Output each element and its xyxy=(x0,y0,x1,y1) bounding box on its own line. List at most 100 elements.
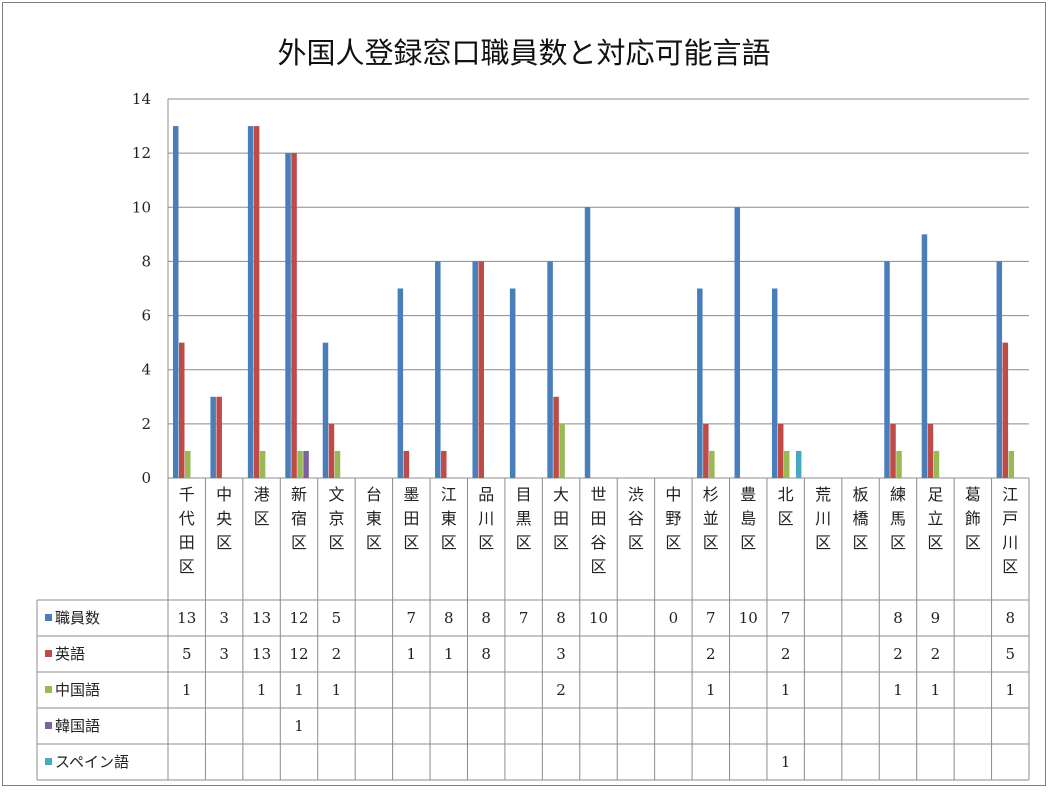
legend-swatch xyxy=(45,758,52,765)
y-tick-label: 10 xyxy=(132,198,151,216)
category-label: 新宿区 xyxy=(291,485,307,552)
legend-swatch xyxy=(45,650,52,657)
bar xyxy=(795,450,802,478)
table-cell-value: 1 xyxy=(294,717,304,735)
table-cell-value: 1 xyxy=(257,681,267,699)
bar xyxy=(921,234,928,478)
table-cell-value: 10 xyxy=(739,609,758,627)
table-cell-value: 3 xyxy=(219,609,229,627)
table-cell-value: 13 xyxy=(252,645,271,663)
legend-swatch xyxy=(45,614,52,621)
table-cell-value: 0 xyxy=(669,609,679,627)
table-cell-value: 2 xyxy=(556,681,566,699)
category-label: 港区 xyxy=(254,485,270,528)
category-label: 杉並区 xyxy=(703,485,719,552)
table-cell-value: 8 xyxy=(556,609,566,627)
y-tick-label: 4 xyxy=(141,361,151,379)
series-name: 英語 xyxy=(55,645,85,663)
bar xyxy=(709,450,715,478)
table-cell-value: 3 xyxy=(556,645,566,663)
series-name: 韓国語 xyxy=(55,717,100,735)
category-label: 墨田区 xyxy=(403,485,419,552)
y-tick-label: 12 xyxy=(132,144,151,162)
bar xyxy=(297,450,303,478)
category-label: 江戸川区 xyxy=(1002,485,1018,576)
bar xyxy=(285,153,291,478)
legend-swatch xyxy=(45,722,52,729)
table-cell-value: 1 xyxy=(294,681,304,699)
category-label: 豊島区 xyxy=(740,485,756,552)
category-label: 足立区 xyxy=(927,485,943,552)
table-cell-value: 10 xyxy=(589,609,608,627)
bar xyxy=(1002,342,1009,478)
table-cell-value: 1 xyxy=(1006,681,1016,699)
bar xyxy=(173,126,179,479)
bar xyxy=(777,423,784,478)
table-cell-value: 8 xyxy=(481,609,491,627)
series-name: 職員数 xyxy=(55,609,100,627)
bar xyxy=(734,207,741,479)
y-tick-label: 0 xyxy=(141,469,151,487)
bar xyxy=(403,450,410,478)
bar xyxy=(247,126,254,479)
category-label: 北区 xyxy=(778,485,794,528)
table-cell-value: 7 xyxy=(781,609,791,627)
bar xyxy=(996,261,1003,478)
bar xyxy=(783,450,790,478)
category-label: 江東区 xyxy=(441,485,457,552)
bar xyxy=(322,342,329,478)
category-label: 板橋区 xyxy=(853,485,869,552)
table-cell-value: 1 xyxy=(332,681,342,699)
category-label: 葛飾区 xyxy=(965,485,981,552)
table-cell-value: 12 xyxy=(289,645,308,663)
bar xyxy=(1008,450,1015,478)
table-cell-value: 7 xyxy=(519,609,529,627)
grid-layer: 0 2 4 6 8 10 12 14 xyxy=(132,90,1029,487)
bar xyxy=(303,450,309,478)
bar xyxy=(771,288,778,478)
table-cell-value: 2 xyxy=(332,645,342,663)
table-cell-value: 5 xyxy=(332,609,342,627)
table-cell-value: 1 xyxy=(407,645,417,663)
bar xyxy=(291,153,297,478)
table-cell-value: 12 xyxy=(289,609,308,627)
table-cell-value: 2 xyxy=(781,645,791,663)
bar xyxy=(896,450,902,478)
bar xyxy=(559,423,565,478)
category-label: 大田区 xyxy=(553,485,569,552)
y-tick-label: 8 xyxy=(141,252,151,270)
bar xyxy=(584,207,591,479)
category-label: 練馬区 xyxy=(890,485,906,552)
data-table: 千代田区 中央区 港区 新宿区 文京区 台東区 墨田区 江東区 品川区 目黒区 大田区 世田谷区 渋谷区… xyxy=(36,478,1030,781)
bar xyxy=(216,396,222,478)
bar xyxy=(179,342,185,478)
bar xyxy=(334,450,341,478)
table-cell-value: 1 xyxy=(931,681,941,699)
table-cell-value: 3 xyxy=(219,645,229,663)
bar xyxy=(253,126,260,479)
bar xyxy=(884,261,890,478)
bar xyxy=(890,423,896,478)
category-label: 世田谷区 xyxy=(590,485,606,576)
bar xyxy=(435,261,441,478)
table-cell-value: 8 xyxy=(444,609,454,627)
legend-swatch xyxy=(45,686,52,693)
table-cell-value: 8 xyxy=(1006,609,1016,627)
table-cell-value: 8 xyxy=(893,609,903,627)
bar xyxy=(697,288,703,478)
series-name: スペイン語 xyxy=(55,753,129,771)
table-cell-value: 1 xyxy=(781,681,791,699)
table-cell-value: 1 xyxy=(444,645,454,663)
series-name: 中国語 xyxy=(55,681,100,699)
table-cell-value: 1 xyxy=(893,681,903,699)
category-label: 台東区 xyxy=(366,485,382,552)
table-cell-value: 2 xyxy=(706,645,716,663)
y-tick-label: 14 xyxy=(132,90,151,108)
category-label: 文京区 xyxy=(328,485,344,552)
bar xyxy=(328,423,335,478)
y-tick-label: 6 xyxy=(141,307,151,325)
bar xyxy=(933,450,940,478)
bar xyxy=(210,396,216,478)
